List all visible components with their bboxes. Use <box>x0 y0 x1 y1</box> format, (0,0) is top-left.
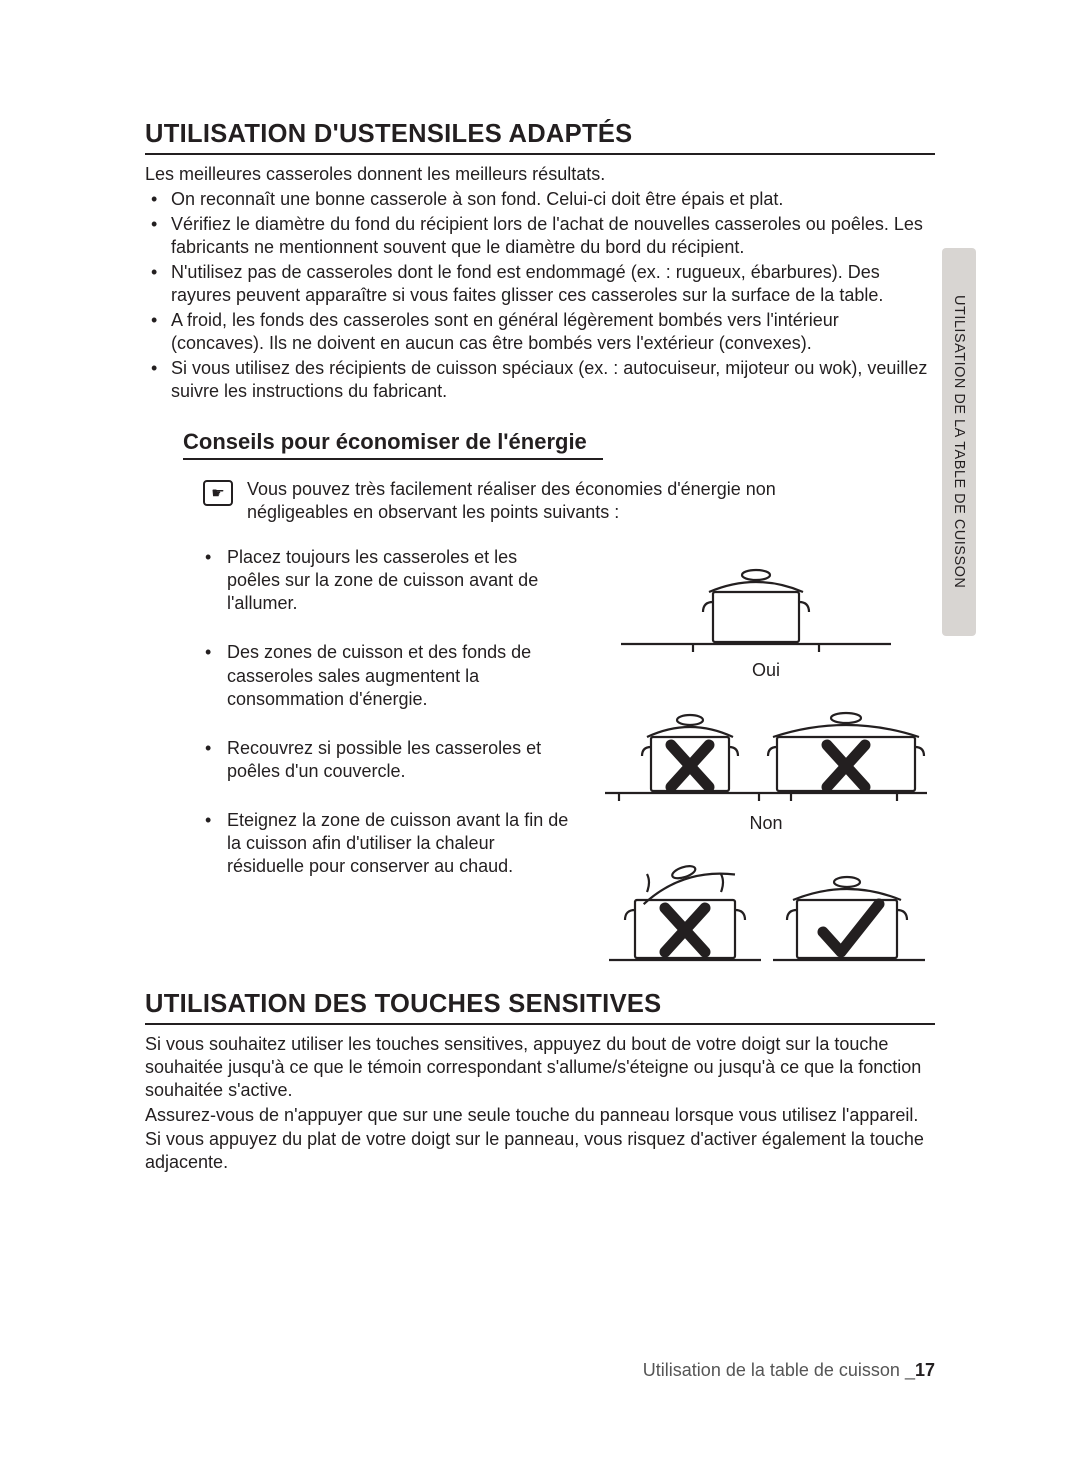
list-item: Eteignez la zone de cuisson avant la fin… <box>203 809 573 878</box>
list-item: Placez toujours les casseroles et les po… <box>203 546 573 615</box>
note-text: Vous pouvez très facilement réaliser des… <box>247 478 847 524</box>
note-icon-glyph: ☛ <box>211 484 224 502</box>
side-tab-label: UTILISATION DE LA TABLE DE CUISSON <box>951 295 967 588</box>
note-row: ☛ Vous pouvez très facilement réaliser d… <box>203 478 935 524</box>
list-item: Si vous utilisez des récipients de cuiss… <box>145 357 935 403</box>
subsection-title: Conseils pour économiser de l'énergie <box>183 429 603 460</box>
section1-bullets: On reconnaît une bonne casserole à son f… <box>145 188 935 403</box>
page-footer: Utilisation de la table de cuisson _17 <box>643 1360 935 1381</box>
section2-title: UTILISATION DES TOUCHES SENSITIVES <box>145 990 935 1025</box>
list-item: Recouvrez si possible les casseroles et … <box>203 737 573 783</box>
list-item: A froid, les fonds des casseroles sont e… <box>145 309 935 355</box>
figure-caption-yes: Oui <box>601 660 931 681</box>
figure-correct-pot <box>601 546 911 656</box>
figure-lid-comparison <box>601 842 931 972</box>
section2-p2: Assurez-vous de n'appuyer que sur une se… <box>145 1104 935 1173</box>
figures-column: Oui <box>601 546 931 972</box>
list-item: On reconnaît une bonne casserole à son f… <box>145 188 935 211</box>
note-icon: ☛ <box>203 480 233 506</box>
tips-list: Placez toujours les casseroles et les po… <box>203 546 573 972</box>
side-tab: UTILISATION DE LA TABLE DE CUISSON <box>942 248 976 636</box>
section2-p1: Si vous souhaitez utiliser les touches s… <box>145 1033 935 1102</box>
section1-intro: Les meilleures casseroles donnent les me… <box>145 163 935 186</box>
list-item: Des zones de cuisson et des fonds de cas… <box>203 641 573 710</box>
footer-text: Utilisation de la table de cuisson _ <box>643 1360 915 1380</box>
list-item: Vérifiez le diamètre du fond du récipien… <box>145 213 935 259</box>
figure-caption-no: Non <box>601 813 931 834</box>
section1-title: UTILISATION D'USTENSILES ADAPTÉS <box>145 120 935 155</box>
page-number: 17 <box>915 1360 935 1380</box>
list-item: N'utilisez pas de casseroles dont le fon… <box>145 261 935 307</box>
figure-wrong-pots <box>601 689 931 809</box>
